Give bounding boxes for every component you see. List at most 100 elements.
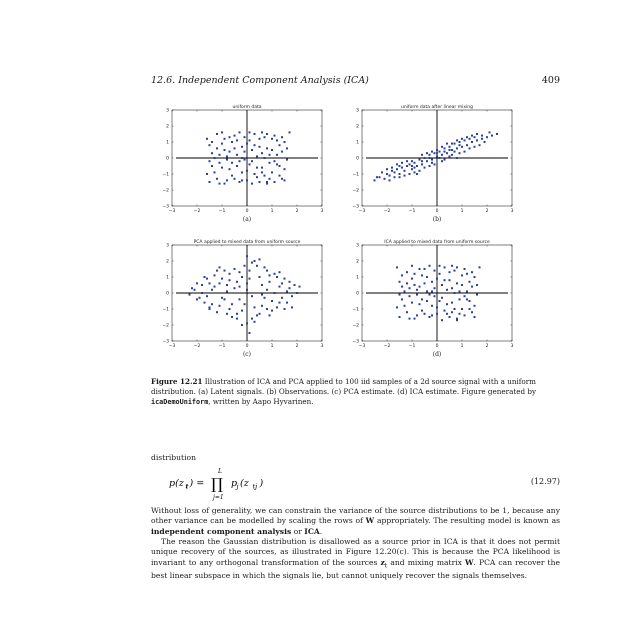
data-point [456, 266, 458, 269]
data-point [248, 139, 251, 142]
data-point [283, 168, 286, 171]
data-point [231, 303, 233, 306]
data-point [281, 177, 283, 180]
panel-label: (c) [243, 351, 251, 358]
data-point [231, 161, 233, 164]
data-point [248, 163, 251, 166]
data-point [258, 258, 261, 261]
data-point [291, 295, 293, 298]
scatter-panel-4: ICA applied to mixed data from uniform s… [352, 239, 513, 358]
data-point [246, 288, 248, 291]
data-point [271, 171, 273, 174]
data-point [223, 269, 226, 272]
data-point [461, 137, 463, 140]
data-point [418, 285, 421, 288]
data-point [438, 157, 441, 159]
data-point [428, 153, 431, 156]
data-point [411, 277, 413, 280]
x-tick-label: −3 [169, 208, 176, 214]
data-point [471, 134, 473, 137]
data-point [281, 150, 283, 153]
data-point [241, 179, 243, 182]
data-point [221, 142, 223, 145]
data-point [261, 171, 263, 174]
data-point [443, 150, 446, 153]
data-point [456, 147, 458, 150]
data-point [231, 316, 233, 318]
data-point [253, 144, 256, 147]
data-point [396, 306, 398, 309]
data-point [248, 269, 251, 272]
data-point [406, 282, 408, 285]
data-point [236, 312, 238, 315]
data-point [268, 161, 271, 164]
caption-code-link[interactable]: icaDemoUniform [151, 398, 209, 406]
data-point [233, 177, 236, 180]
data-point [386, 173, 388, 175]
data-point [218, 282, 221, 285]
data-point [413, 166, 416, 169]
data-point [246, 179, 248, 182]
data-point [223, 137, 226, 140]
data-point [221, 296, 223, 299]
data-point [278, 165, 281, 167]
data-point [273, 292, 276, 294]
y-tick-label: −2 [162, 188, 169, 194]
data-point [398, 173, 401, 175]
x-tick-label: −2 [384, 343, 391, 349]
data-point [406, 165, 408, 167]
data-point [426, 276, 428, 278]
data-point [268, 280, 271, 283]
data-point [421, 309, 423, 312]
x-tick-label: 0 [246, 208, 249, 214]
data-point [431, 150, 433, 153]
y-tick-label: 2 [356, 259, 359, 265]
eq-rhs: p [231, 478, 237, 489]
panel-label: (d) [433, 351, 442, 358]
y-tick-label: 0 [356, 291, 359, 297]
data-point [266, 133, 268, 135]
data-point [208, 181, 211, 183]
data-point [268, 177, 271, 180]
data-point [213, 171, 216, 174]
y-tick-label: 2 [356, 124, 359, 130]
data-point [241, 145, 243, 148]
data-point [256, 264, 258, 267]
data-point [288, 280, 291, 283]
data-point [456, 282, 458, 285]
data-point [266, 269, 268, 272]
data-point [263, 174, 266, 177]
data-point [428, 264, 431, 267]
x-tick-label: −1 [219, 343, 226, 349]
data-point [246, 255, 248, 258]
data-point [271, 149, 273, 151]
data-point [273, 272, 276, 275]
data-point [216, 147, 218, 150]
data-point [421, 274, 423, 277]
data-point [411, 160, 413, 163]
data-point [393, 176, 396, 179]
data-point [461, 284, 463, 286]
data-point [441, 319, 443, 322]
caption-text: Illustration of ICA and PCA applied to 1… [151, 377, 537, 396]
data-point [188, 293, 191, 296]
data-point [201, 284, 203, 286]
data-point [408, 163, 411, 166]
data-point [478, 266, 481, 269]
p1-text-3: or [291, 526, 305, 536]
data-point [258, 181, 261, 183]
data-point [233, 287, 236, 290]
data-point [251, 149, 253, 151]
data-point [266, 308, 268, 310]
data-point [431, 158, 433, 161]
data-point [208, 306, 211, 309]
data-point [268, 314, 271, 317]
panel-label: (b) [433, 216, 442, 223]
data-point [403, 304, 406, 307]
data-point [421, 153, 423, 156]
data-point [218, 304, 221, 307]
data-point [211, 303, 213, 306]
data-point [428, 157, 431, 159]
x-tick-label: 3 [321, 208, 324, 214]
data-point [456, 319, 458, 322]
